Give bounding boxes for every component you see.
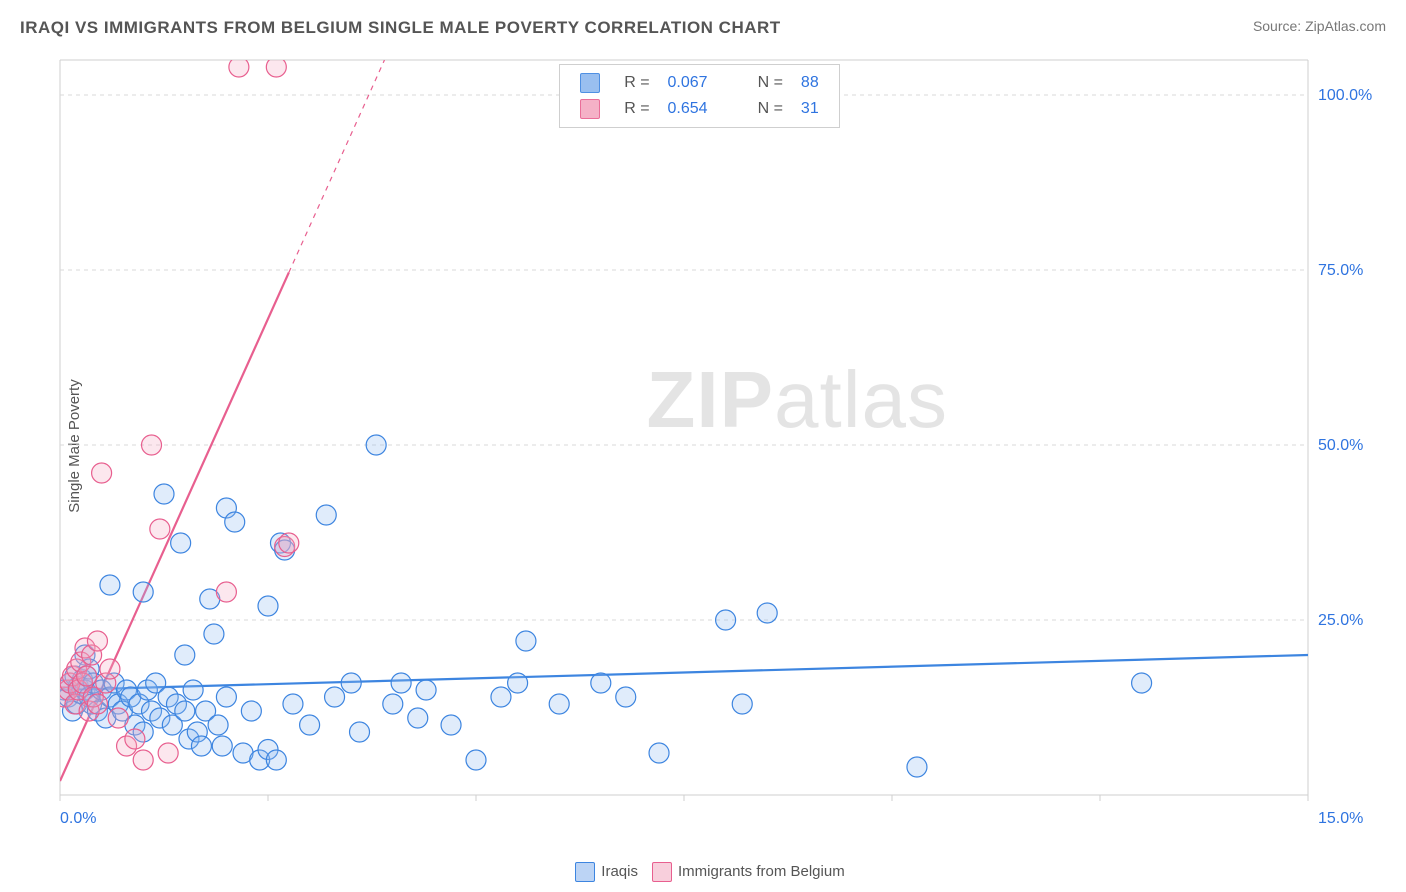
legend-label: Immigrants from Belgium xyxy=(678,863,845,880)
r-label: R = xyxy=(616,97,657,121)
stats-row: R =0.067 N =88 xyxy=(572,71,827,95)
source-name: ZipAtlas.com xyxy=(1305,18,1386,34)
stats-table: R =0.067 N =88 R =0.654 N =31 xyxy=(570,69,829,123)
chart-title: IRAQI VS IMMIGRANTS FROM BELGIUM SINGLE … xyxy=(20,18,781,37)
svg-text:50.0%: 50.0% xyxy=(1318,437,1363,454)
scatter-chart: 25.0% 50.0% 75.0% 100.0% 0.0% 15.0% xyxy=(55,55,1390,835)
legend-swatch xyxy=(652,862,672,882)
legend-swatch xyxy=(575,862,595,882)
stats-row: R =0.654 N =31 xyxy=(572,97,827,121)
n-value: 88 xyxy=(793,71,827,95)
source-credit: Source: ZipAtlas.com xyxy=(1253,18,1386,34)
plot-area: 25.0%50.0%75.0%100.0%0.0%15.0% ZIPatlas … xyxy=(55,55,1390,835)
series-swatch xyxy=(580,73,600,93)
svg-text:100.0%: 100.0% xyxy=(1318,87,1372,104)
legend-label: Iraqis xyxy=(601,863,638,880)
svg-text:75.0%: 75.0% xyxy=(1318,262,1363,279)
svg-text:0.0%: 0.0% xyxy=(60,810,96,827)
r-label: R = xyxy=(616,71,657,95)
svg-text:25.0%: 25.0% xyxy=(1318,612,1363,629)
series-swatch xyxy=(580,99,600,119)
n-value: 31 xyxy=(793,97,827,121)
n-label: N = xyxy=(750,71,791,95)
svg-text:15.0%: 15.0% xyxy=(1318,810,1363,827)
header: IRAQI VS IMMIGRANTS FROM BELGIUM SINGLE … xyxy=(20,18,1386,48)
r-value: 0.067 xyxy=(660,71,716,95)
source-label: Source: xyxy=(1253,18,1305,34)
bottom-legend: Iraqis Immigrants from Belgium xyxy=(0,862,1406,882)
stats-legend: R =0.067 N =88 R =0.654 N =31 xyxy=(559,64,840,128)
n-label: N = xyxy=(750,97,791,121)
r-value: 0.654 xyxy=(660,97,716,121)
